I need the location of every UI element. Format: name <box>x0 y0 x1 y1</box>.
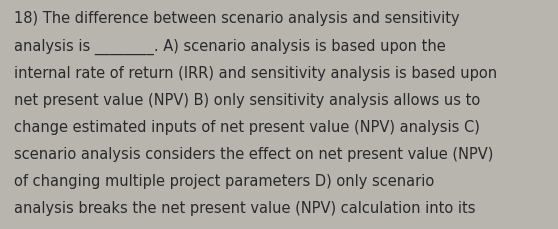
Text: change estimated inputs of net present value (NPV) analysis C): change estimated inputs of net present v… <box>14 120 480 134</box>
Text: analysis is ________. A) scenario analysis is based upon the: analysis is ________. A) scenario analys… <box>14 38 446 55</box>
Text: of changing multiple project parameters D) only scenario: of changing multiple project parameters … <box>14 174 434 188</box>
Text: component assumptions: component assumptions <box>14 228 195 229</box>
Text: internal rate of return (IRR) and sensitivity analysis is based upon: internal rate of return (IRR) and sensit… <box>14 65 497 80</box>
Text: 18) The difference between scenario analysis and sensitivity: 18) The difference between scenario anal… <box>14 11 460 26</box>
Text: analysis breaks the net present value (NPV) calculation into its: analysis breaks the net present value (N… <box>14 201 475 215</box>
Text: net present value (NPV) B) only sensitivity analysis allows us to: net present value (NPV) B) only sensitiv… <box>14 93 480 107</box>
Text: scenario analysis considers the effect on net present value (NPV): scenario analysis considers the effect o… <box>14 147 493 161</box>
